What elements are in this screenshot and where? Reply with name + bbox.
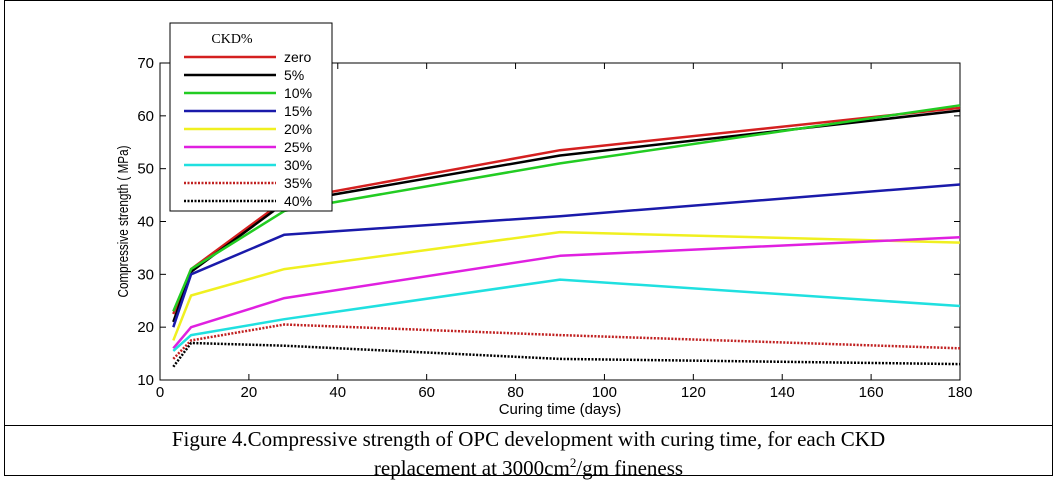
legend-label-8: 40% [284,193,312,209]
legend-label-4: 20% [284,121,312,137]
y-tick-label: 50 [137,161,154,178]
figure-caption: Figure 4.Compressive strength of OPC dev… [5,427,1052,480]
caption-line-1: Figure 4.Compressive strength of OPC dev… [171,427,886,451]
x-tick-label: 0 [156,384,164,401]
y-tick-label: 20 [137,319,154,336]
x-tick-label: 120 [681,384,706,401]
legend-title: CKD% [211,32,253,47]
x-tick-label: 60 [418,384,435,401]
series-line-7 [172,323,961,360]
y-tick-label: 10 [137,372,154,389]
y-tick-label: 60 [137,108,154,125]
series-line-4 [172,230,961,341]
chart: 10 20 30 40 50 60 70 0 20 40 60 80 100 120 140 160 180 Cu… [115,22,973,418]
legend-label-6: 30% [284,157,312,173]
y-axis-label: Compressive strength ( MPa) [115,146,132,298]
x-tick-label: 180 [947,384,972,401]
legend-label-2: 10% [284,85,312,101]
x-tick-label: 140 [770,384,795,401]
x-tick-label: 40 [329,384,346,401]
series-line-3 [172,183,961,328]
x-tick-label: 160 [859,384,884,401]
legend-box [169,22,333,212]
x-axis-label: Curing time (days) [499,401,622,418]
series-line-8 [172,341,961,368]
figure-frame: 10 20 30 40 50 60 70 0 20 40 60 80 100 120 140 160 180 Cu… [4,0,1053,480]
y-tick-label: 30 [137,266,154,283]
caption-line-2: replacement at 3000cm2/gm fineness [5,451,1052,480]
x-tick-label: 100 [592,384,617,401]
caption-line-2-text: replacement at 3000cm [373,456,570,480]
y-tick-label: 40 [137,214,154,231]
legend-label-5: 25% [284,139,312,155]
x-tick-label: 20 [241,384,258,401]
caption-line-2-end: /gm fineness [576,456,684,480]
caption-superscript: 2 [569,455,577,470]
chart-cell: 10 20 30 40 50 60 70 0 20 40 60 80 100 120 140 160 180 Cu… [5,1,1052,426]
y-tick-label: 70 [137,55,154,72]
legend-label-0: zero [284,49,311,65]
x-tick-label: 80 [507,384,524,401]
series-line-5 [172,236,961,350]
legend-label-3: 15% [284,103,312,119]
series-line-6 [172,278,961,352]
legend-label-7: 35% [284,175,312,191]
legend-label-1: 5% [284,67,304,83]
